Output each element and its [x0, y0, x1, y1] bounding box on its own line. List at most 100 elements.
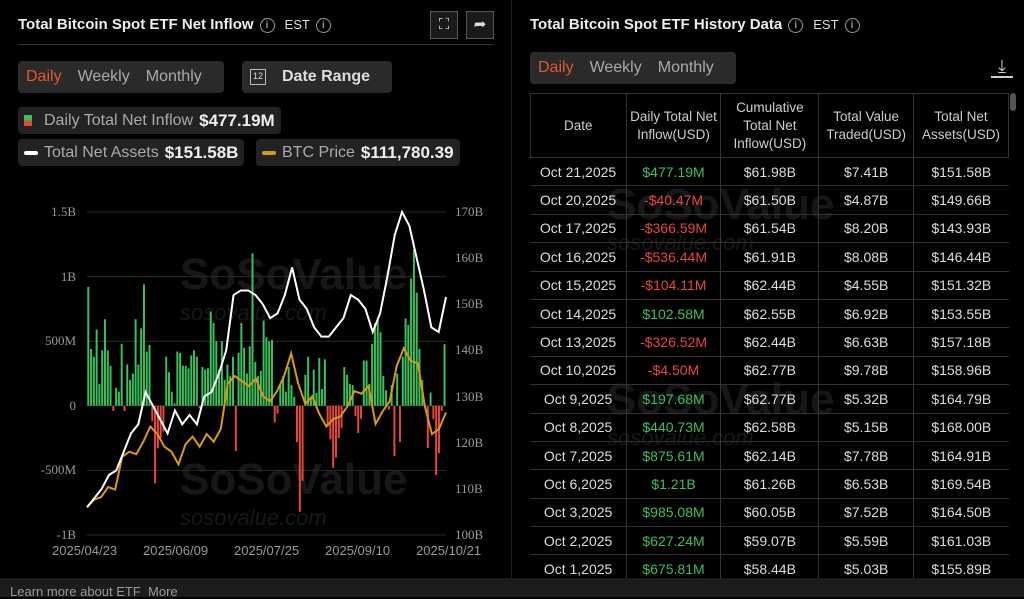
inflow-bar[interactable] — [407, 324, 410, 406]
inflow-bar[interactable] — [296, 405, 299, 442]
inflow-bar[interactable] — [279, 383, 282, 406]
inflow-bar[interactable] — [151, 405, 154, 422]
inflow-bar[interactable] — [215, 341, 218, 406]
inflow-bar[interactable] — [220, 341, 223, 406]
inflow-bar[interactable] — [334, 405, 337, 458]
inflow-bar[interactable] — [156, 405, 159, 449]
table-row[interactable]: Oct 3,2025 $985.08M $60.05B $7.52B $164.50B — [530, 497, 1009, 527]
inflow-bar[interactable] — [385, 390, 388, 406]
inflow-bar[interactable] — [184, 365, 187, 406]
inflow-bar[interactable] — [382, 376, 385, 406]
inflow-bar[interactable] — [346, 374, 349, 406]
inflow-bar[interactable] — [162, 405, 165, 432]
inflow-bar[interactable] — [206, 368, 209, 406]
inflow-bar[interactable] — [410, 278, 413, 406]
inflow-bar[interactable] — [307, 356, 310, 406]
inflow-bar[interactable] — [323, 359, 326, 406]
inflow-bar[interactable] — [248, 346, 251, 406]
inflow-bar[interactable] — [354, 405, 357, 417]
inflow-bar[interactable] — [109, 365, 112, 406]
inflow-bar[interactable] — [309, 398, 312, 406]
inflow-bar[interactable] — [318, 357, 321, 406]
table-row[interactable]: Oct 16,2025 -$536.44M $61.91B $8.08B $146.44… — [530, 242, 1009, 272]
table-row[interactable]: Oct 20,2025 -$40.47M $61.50B $4.87B $149.66B — [530, 185, 1009, 215]
inflow-bar[interactable] — [145, 351, 148, 406]
inflow-bar[interactable] — [218, 369, 221, 406]
inflow-bar[interactable] — [373, 323, 376, 406]
table-row[interactable]: Oct 15,2025 -$104.11M $62.44B $4.55B $151.32… — [530, 270, 1009, 300]
inflow-bar[interactable] — [440, 405, 443, 411]
inflow-bar[interactable] — [98, 383, 101, 406]
inflow-bar[interactable] — [404, 318, 407, 406]
inflow-bar[interactable] — [103, 319, 106, 406]
legend-btc-price[interactable]: BTC Price $111,780.39 — [256, 139, 460, 166]
inflow-bar[interactable] — [112, 405, 115, 411]
inflow-bar[interactable] — [154, 405, 157, 484]
inflow-bar[interactable] — [129, 379, 132, 406]
info-icon[interactable]: i — [259, 17, 275, 33]
inflow-bar[interactable] — [195, 356, 198, 406]
inflow-bar[interactable] — [245, 373, 248, 406]
inflow-bar[interactable] — [173, 403, 176, 406]
inflow-bar[interactable] — [204, 369, 207, 406]
inflow-bar[interactable] — [337, 405, 340, 439]
inflow-bar[interactable] — [304, 374, 307, 406]
inflow-bar[interactable] — [254, 361, 257, 406]
inflow-bar[interactable] — [179, 352, 182, 406]
tab-weekly[interactable]: Weekly — [589, 59, 642, 76]
table-row[interactable]: Oct 6,2025 $1.21B $61.26B $6.53B $169.54B — [530, 469, 1009, 499]
inflow-bar[interactable] — [120, 343, 123, 406]
inflow-bar[interactable] — [126, 364, 129, 406]
inflow-bar[interactable] — [348, 383, 351, 406]
more-link[interactable]: More — [148, 584, 178, 599]
inflow-bar[interactable] — [165, 356, 168, 406]
inflow-bar[interactable] — [170, 391, 173, 406]
inflow-bar[interactable] — [142, 284, 145, 406]
share-icon[interactable]: ➦ — [466, 11, 494, 39]
inflow-bar[interactable] — [168, 372, 170, 406]
inflow-bar[interactable] — [148, 345, 151, 406]
tab-weekly[interactable]: Weekly — [77, 68, 130, 85]
table-row[interactable]: Oct 13,2025 -$326.52M $62.44B $6.63B $157.18… — [530, 327, 1009, 357]
inflow-bar[interactable] — [315, 392, 318, 406]
inflow-bar[interactable] — [270, 339, 273, 406]
table-row[interactable]: Oct 2,2025 $627.24M $59.07B $5.59B $161.03B — [530, 526, 1009, 555]
inflow-bar[interactable] — [123, 405, 126, 411]
inflow-bar[interactable] — [298, 405, 301, 512]
inflow-bar[interactable] — [432, 405, 435, 420]
inflow-bar[interactable] — [360, 405, 363, 419]
inflow-bar[interactable] — [357, 405, 360, 433]
inflow-bar[interactable] — [92, 356, 95, 406]
inflow-bar[interactable] — [362, 360, 365, 406]
inflow-bar[interactable] — [117, 391, 120, 406]
inflow-bar[interactable] — [332, 405, 335, 468]
scrollbar[interactable] — [1010, 93, 1016, 111]
inflow-bar[interactable] — [443, 344, 446, 406]
inflow-bar[interactable] — [193, 350, 196, 406]
inflow-bar[interactable] — [396, 373, 399, 406]
inflow-bar[interactable] — [379, 332, 382, 406]
inflow-bar[interactable] — [340, 405, 343, 428]
inflow-bar[interactable] — [87, 286, 90, 406]
inflow-bar[interactable] — [257, 376, 260, 406]
inflow-bar[interactable] — [232, 356, 234, 406]
inflow-bar[interactable] — [276, 405, 279, 414]
inflow-bar[interactable] — [106, 350, 109, 406]
date-range-button[interactable]: 12 Date Range — [242, 61, 392, 93]
info-icon[interactable]: i — [788, 17, 804, 33]
inflow-bar[interactable] — [371, 343, 374, 406]
inflow-bar[interactable] — [181, 365, 184, 406]
inflow-bar[interactable] — [312, 369, 315, 406]
inflow-bar[interactable] — [387, 405, 390, 410]
inflow-bar[interactable] — [101, 350, 104, 406]
inflow-bar[interactable] — [176, 351, 179, 406]
timezone-info-icon[interactable]: i — [844, 17, 860, 33]
inflow-bar[interactable] — [234, 405, 237, 452]
inflow-bar[interactable] — [282, 376, 285, 406]
inflow-bar[interactable] — [212, 323, 215, 406]
inflow-chart[interactable] — [0, 0, 512, 578]
inflow-bar[interactable] — [198, 405, 201, 409]
inflow-bar[interactable] — [412, 249, 415, 406]
table-row[interactable]: Oct 8,2025 $440.73M $62.58B $5.15B $168.00B — [530, 412, 1009, 442]
inflow-bar[interactable] — [429, 392, 432, 406]
